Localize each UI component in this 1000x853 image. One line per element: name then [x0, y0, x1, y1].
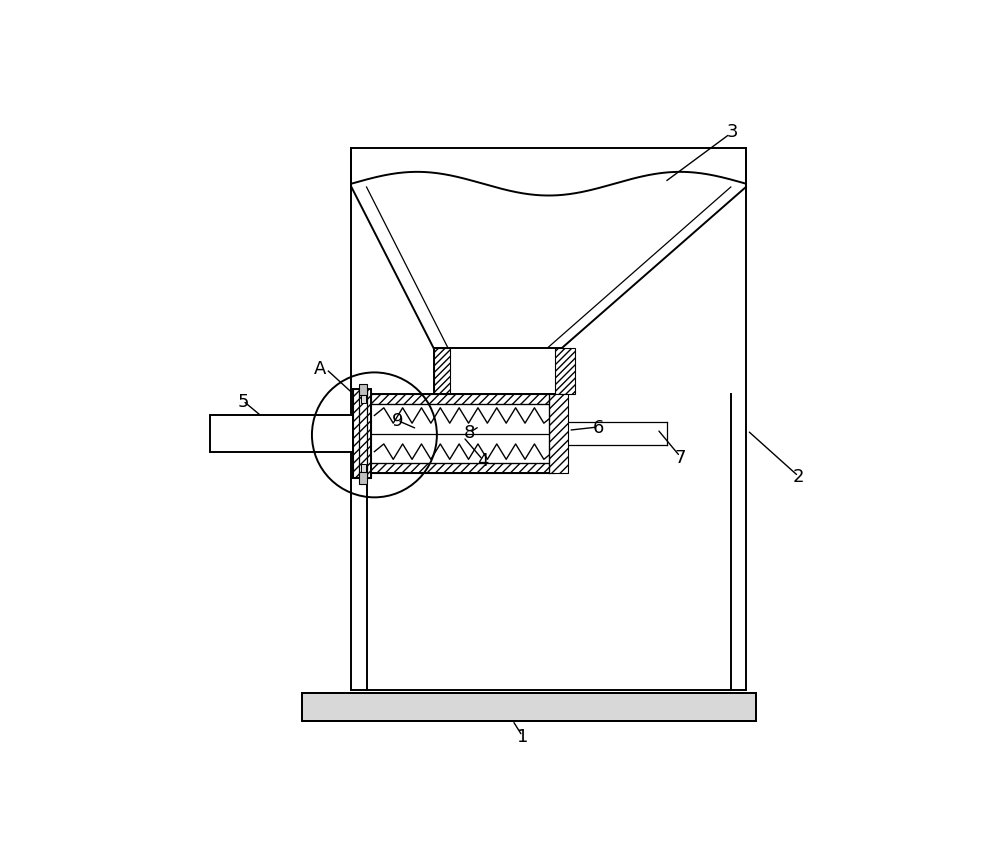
- Text: 6: 6: [592, 419, 604, 437]
- Bar: [361, 395, 366, 403]
- Bar: [549, 395, 568, 473]
- Bar: [359, 384, 367, 396]
- Text: 7: 7: [674, 448, 686, 466]
- Text: 9: 9: [392, 412, 403, 430]
- Bar: [210, 415, 353, 452]
- Text: 5: 5: [237, 392, 249, 410]
- Bar: [367, 395, 555, 404]
- Text: 4: 4: [477, 451, 489, 469]
- Bar: [361, 465, 366, 473]
- Text: 3: 3: [727, 123, 739, 141]
- Text: 8: 8: [464, 424, 475, 442]
- Bar: [302, 693, 756, 721]
- Bar: [367, 464, 555, 473]
- Bar: [434, 349, 450, 395]
- Text: 1: 1: [517, 728, 528, 746]
- Text: 2: 2: [793, 467, 804, 485]
- Bar: [555, 349, 575, 395]
- Bar: [353, 389, 371, 479]
- Text: A: A: [314, 359, 327, 377]
- Bar: [359, 473, 367, 484]
